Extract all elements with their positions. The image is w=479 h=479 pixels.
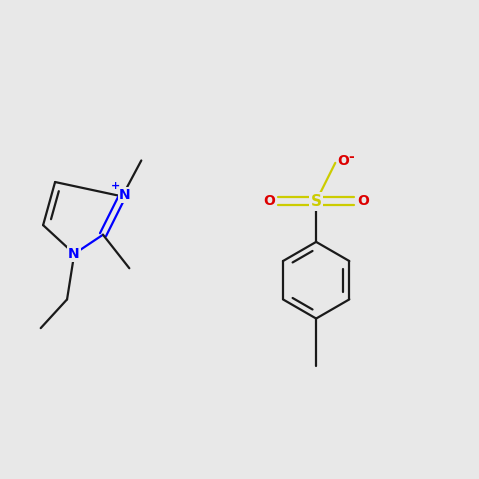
Text: O: O (338, 154, 350, 169)
Text: S: S (311, 194, 321, 209)
Text: O: O (263, 194, 275, 208)
Text: -: - (348, 150, 354, 164)
Text: O: O (357, 194, 369, 208)
Text: +: + (111, 181, 121, 191)
Text: N: N (68, 247, 80, 261)
Text: N: N (119, 188, 130, 202)
